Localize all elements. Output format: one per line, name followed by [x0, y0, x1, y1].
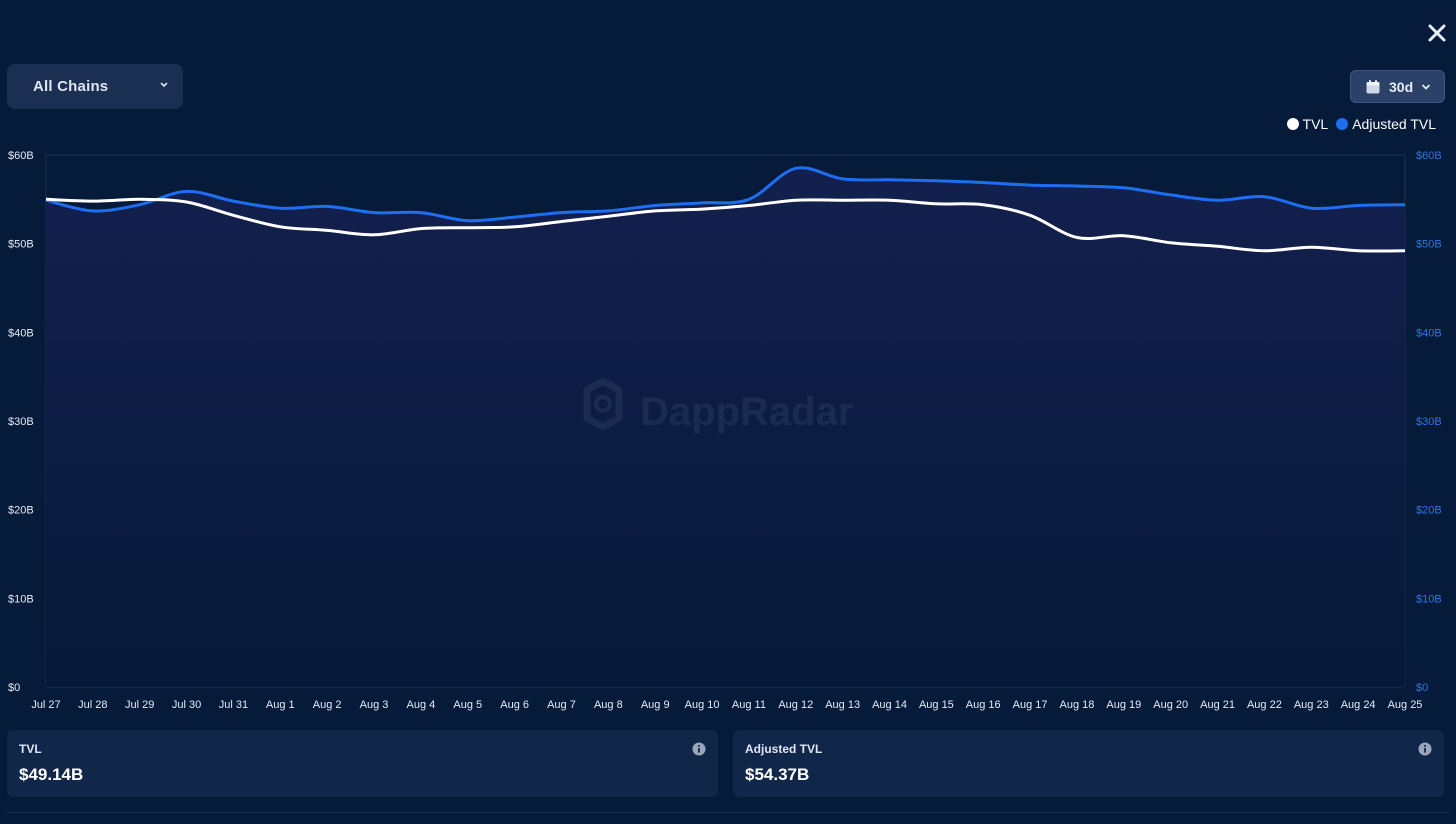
- x-tick-label: Jul 28: [78, 699, 107, 711]
- x-tick-label: Aug 14: [872, 699, 907, 711]
- chevron-down-icon: [160, 82, 168, 88]
- date-range-dropdown[interactable]: 30d: [1350, 70, 1445, 103]
- dappradar-logo-icon: [583, 377, 623, 431]
- y-tick-label-right: $10B: [1416, 593, 1442, 605]
- x-tick-label: Aug 20: [1153, 699, 1188, 711]
- stat-label-adjusted-tvl: Adjusted TVL: [745, 742, 823, 756]
- stat-value-tvl: $49.14B: [19, 765, 84, 784]
- x-tick-label: Aug 7: [547, 699, 576, 711]
- close-icon: [1428, 24, 1446, 42]
- legend-swatch-tvl: [1286, 118, 1299, 130]
- y-tick-label-left: $10B: [8, 593, 34, 605]
- bottom-divider: [7, 812, 1449, 813]
- chain-select-label: All Chains: [33, 78, 109, 95]
- x-tick-label: Aug 12: [778, 699, 813, 711]
- legend-label-adjusted-tvl: Adjusted TVL: [1352, 116, 1436, 132]
- y-tick-label-right: $0: [1416, 682, 1428, 694]
- y-tick-label-right: $50B: [1416, 239, 1442, 251]
- x-tick-label: Aug 8: [594, 699, 623, 711]
- y-tick-label-left: $50B: [8, 239, 34, 251]
- x-tick-label: Aug 13: [825, 699, 860, 711]
- y-tick-label-right: $20B: [1416, 505, 1442, 517]
- x-tick-label: Aug 22: [1247, 699, 1282, 711]
- x-tick-label: Aug 18: [1060, 699, 1095, 711]
- x-tick-label: Aug 11: [732, 699, 766, 711]
- dappradar-logo-inner-icon: [594, 395, 612, 413]
- series-line-tvl: [45, 197, 1406, 253]
- stat-card-adjusted-tvl: Adjusted TVL $54.37B: [733, 730, 1444, 797]
- close-button[interactable]: [1424, 20, 1450, 46]
- legend-label-tvl: TVL: [1302, 116, 1329, 132]
- chain-select-dropdown[interactable]: All Chains: [7, 64, 183, 109]
- series-line-adjusted-tvl: [45, 166, 1406, 223]
- date-range-label: 30d: [1389, 78, 1414, 95]
- x-tick-label: Aug 25: [1388, 699, 1423, 711]
- watermark-text: DappRadar: [640, 390, 853, 434]
- x-tick-label: Aug 9: [641, 699, 670, 711]
- tvl-line-chart: DappRadar $0 $0 $10B $10B $20B $20B $30B $30B $4…: [8, 150, 1442, 711]
- x-tick-label: Aug 23: [1294, 699, 1329, 711]
- y-tick-label-left: $30B: [8, 416, 34, 428]
- stat-value-adjusted-tvl: $54.37B: [745, 765, 810, 784]
- calendar-icon: [1366, 79, 1380, 93]
- x-tick-label: Jul 30: [172, 699, 201, 711]
- stat-label-tvl: TVL: [19, 742, 42, 756]
- legend-item-adjusted-tvl[interactable]: Adjusted TVL: [1336, 116, 1436, 132]
- y-tick-label-left: $40B: [8, 327, 34, 339]
- x-tick-label: Aug 2: [313, 699, 342, 711]
- x-tick-label: Jul 31: [219, 699, 248, 711]
- x-tick-label: Aug 5: [453, 699, 482, 711]
- x-tick-label: Aug 24: [1341, 699, 1376, 711]
- chart-legend: TVL Adjusted TVL: [1286, 116, 1436, 132]
- y-tick-label-right: $40B: [1416, 327, 1442, 339]
- dappradar-watermark: DappRadar: [583, 377, 853, 434]
- x-tick-label: Jul 27: [31, 699, 60, 711]
- y-tick-label-left: $60B: [8, 150, 34, 162]
- legend-swatch-adjusted-tvl: [1336, 118, 1349, 130]
- x-tick-label: Aug 16: [966, 699, 1001, 711]
- x-tick-label: Aug 10: [685, 699, 720, 711]
- stat-card-tvl: TVL $49.14B: [7, 730, 718, 797]
- x-tick-label: Aug 6: [500, 699, 529, 711]
- legend-item-tvl[interactable]: TVL: [1286, 116, 1329, 132]
- x-tick-label: Aug 15: [919, 699, 954, 711]
- y-tick-label-left: $0: [8, 682, 20, 694]
- x-tick-label: Aug 21: [1200, 699, 1235, 711]
- x-tick-label: Aug 3: [360, 699, 389, 711]
- info-icon[interactable]: [692, 742, 706, 756]
- adjusted-tvl-area: [46, 167, 1405, 687]
- x-tick-label: Jul 29: [125, 699, 154, 711]
- x-tick-label: Aug 4: [407, 699, 436, 711]
- y-tick-label-left: $20B: [8, 505, 34, 517]
- y-tick-label-right: $30B: [1416, 416, 1442, 428]
- chevron-down-icon: [1422, 84, 1430, 90]
- x-tick-label: Aug 1: [266, 699, 295, 711]
- x-tick-label: Aug 19: [1106, 699, 1141, 711]
- x-tick-label: Aug 17: [1013, 699, 1048, 711]
- y-tick-label-right: $60B: [1416, 150, 1442, 162]
- info-icon[interactable]: [1418, 742, 1432, 756]
